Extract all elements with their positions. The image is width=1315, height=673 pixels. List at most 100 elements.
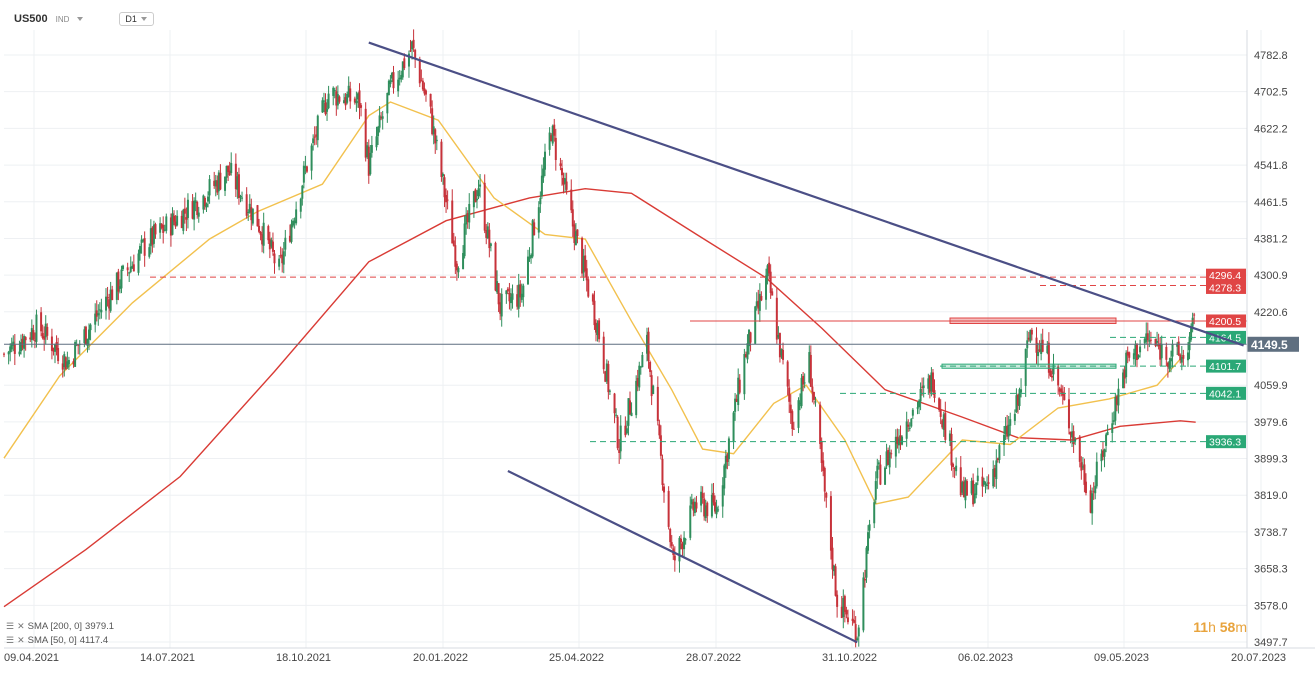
candle-body xyxy=(140,239,143,243)
candle-body xyxy=(268,238,271,250)
candle-body xyxy=(486,226,489,239)
candle-body xyxy=(1112,420,1115,422)
candle-body xyxy=(910,418,913,427)
candle-body xyxy=(1126,351,1129,356)
candle-body xyxy=(1160,344,1163,359)
candle-body xyxy=(802,375,805,385)
candle-body xyxy=(650,375,653,397)
last-price-value: 4149.5 xyxy=(1251,338,1288,352)
candle-body xyxy=(894,436,897,457)
candle-body xyxy=(176,215,179,226)
x-tick-label: 14.07.2021 xyxy=(140,652,195,664)
candle-body xyxy=(814,401,817,403)
candle-body xyxy=(1063,394,1066,401)
candle-body xyxy=(213,180,216,186)
chart-grid xyxy=(4,30,1262,648)
candle-body xyxy=(542,168,545,178)
candle-body xyxy=(67,360,70,365)
candle-body xyxy=(18,351,21,355)
candle-body xyxy=(118,286,121,289)
candle-body xyxy=(516,294,519,307)
candle-body xyxy=(321,100,324,113)
x-tick-label: 28.07.2022 xyxy=(686,652,741,664)
candle-body xyxy=(1137,355,1140,358)
candle-body xyxy=(171,213,174,235)
candle-body xyxy=(446,199,449,201)
sma-50-legend[interactable]: ☰ ✕ SMA [50, 0] 4117.4 xyxy=(6,635,108,646)
candle-body xyxy=(160,223,163,228)
candle-body xyxy=(897,438,900,446)
candle-body xyxy=(820,440,823,464)
candle-body xyxy=(165,216,168,231)
close-icon[interactable]: ✕ xyxy=(17,635,25,645)
candle-body xyxy=(846,617,849,623)
candle-body xyxy=(533,222,536,236)
candle-body xyxy=(377,127,380,137)
candle-body xyxy=(896,436,899,444)
candle-body xyxy=(879,464,882,485)
candle-body xyxy=(344,97,347,106)
candle-body xyxy=(454,245,457,267)
candle-body xyxy=(390,72,393,79)
candle-body xyxy=(564,178,567,184)
candle-body xyxy=(1191,317,1194,327)
candle-body xyxy=(477,188,480,197)
price-level-value: 4278.3 xyxy=(1209,282,1241,294)
trendlines[interactable] xyxy=(368,41,1244,644)
candle-body xyxy=(479,184,482,187)
candle-body xyxy=(162,224,165,233)
candle-body xyxy=(228,170,231,176)
candle-body xyxy=(786,361,789,387)
close-icon[interactable]: ✕ xyxy=(17,621,25,631)
candle-body xyxy=(1081,466,1084,468)
chevron-down-icon[interactable] xyxy=(77,17,84,21)
candle-body xyxy=(809,354,812,387)
candle-body xyxy=(887,449,890,465)
candle-body xyxy=(737,377,740,406)
candle-body xyxy=(193,200,196,220)
candle-body xyxy=(508,293,511,302)
candle-body xyxy=(1117,388,1120,406)
symbol-label[interactable]: US500 xyxy=(14,13,48,25)
candle-body xyxy=(519,284,522,298)
candle-body xyxy=(918,400,921,408)
candle-body xyxy=(41,333,44,339)
candle-body xyxy=(445,195,448,203)
candle-body xyxy=(834,566,837,596)
price-level-tag xyxy=(1206,314,1246,328)
candle-body xyxy=(799,402,802,404)
candle-body xyxy=(964,480,967,501)
candle-body xyxy=(641,354,644,368)
candle-body xyxy=(499,302,502,314)
candle-body xyxy=(905,421,908,439)
candle-body xyxy=(765,275,768,300)
candle-body xyxy=(791,411,794,429)
candle-body xyxy=(647,331,650,361)
candle-body xyxy=(227,165,230,173)
candle-body xyxy=(743,354,746,395)
candle-body xyxy=(701,493,704,499)
candle-body xyxy=(267,226,270,241)
candle-body xyxy=(149,228,152,247)
settings-icon[interactable]: ☰ xyxy=(6,635,15,645)
timeframe-selector[interactable]: D1 xyxy=(119,12,154,26)
candle-body xyxy=(180,215,183,229)
candle-body xyxy=(1146,333,1149,341)
candle-body xyxy=(625,428,628,434)
candle-body xyxy=(411,41,414,50)
candle-body xyxy=(928,375,931,393)
candle-body xyxy=(811,386,814,393)
candle-body xyxy=(217,172,220,192)
candle-body xyxy=(1165,346,1168,360)
candle-body xyxy=(117,271,120,292)
sma-200-legend[interactable]: ☰ ✕ SMA [200, 0] 3979.1 xyxy=(6,621,114,632)
settings-icon[interactable]: ☰ xyxy=(6,621,15,631)
candle-body xyxy=(899,435,902,444)
y-tick-label: 4381.2 xyxy=(1254,233,1288,245)
candle-body xyxy=(732,412,735,442)
candle-body xyxy=(856,638,859,641)
candle-body xyxy=(23,336,26,349)
candle-body xyxy=(1069,431,1072,435)
candle-body xyxy=(489,243,492,247)
